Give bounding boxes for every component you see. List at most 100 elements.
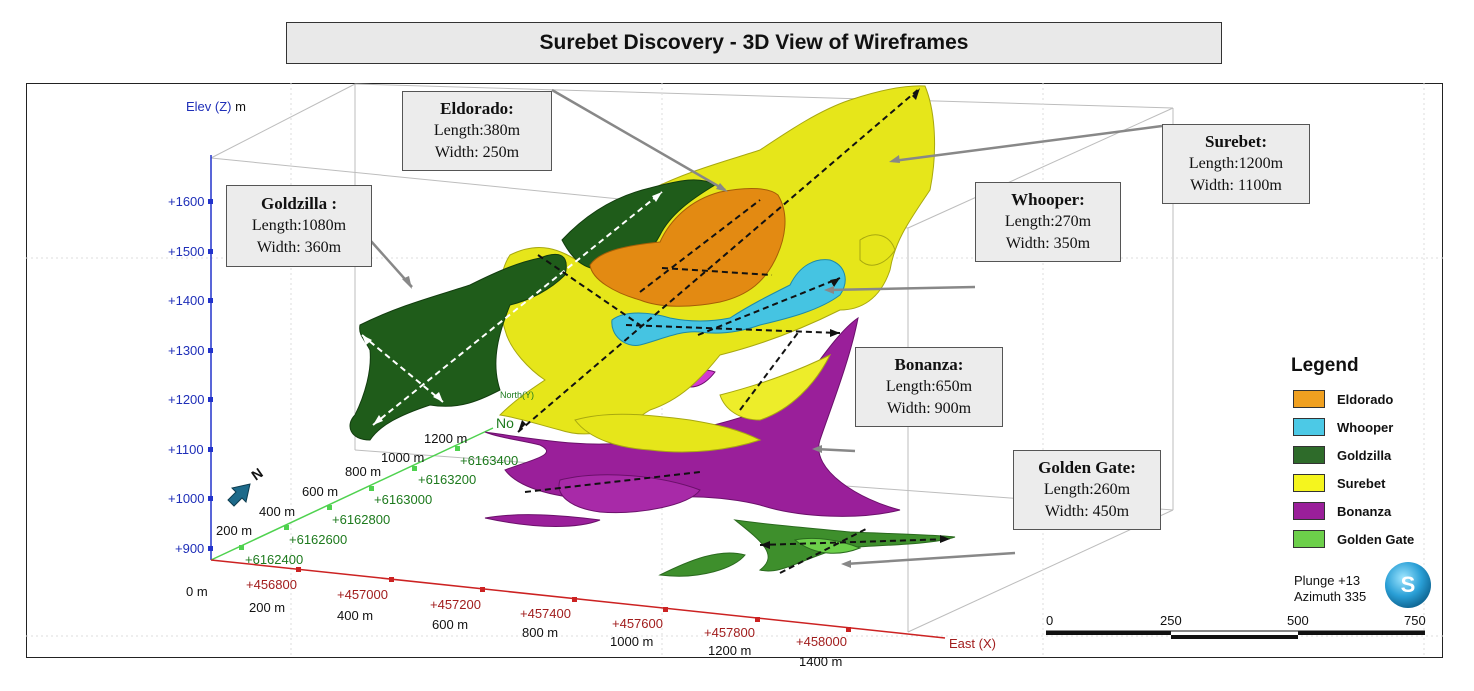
leader-heads (402, 155, 900, 568)
callout-width: Width: 360m (256, 239, 342, 256)
callout-width: Width: 450m (1044, 503, 1130, 520)
elev-tick: +900 (175, 541, 205, 556)
north-tick: +6163400 (460, 453, 519, 468)
callout-length: Length:380m (433, 122, 521, 139)
north-tick: +6163000 (374, 492, 433, 507)
goldzilla-wireframe (349, 179, 716, 441)
golden-gate-wireframe (658, 519, 956, 577)
whooper-wireframe (611, 259, 846, 346)
legend-swatch (1293, 530, 1325, 548)
scale-label: 750 (1404, 613, 1426, 628)
legend-swatch (1293, 474, 1325, 492)
legend-swatch (1293, 446, 1325, 464)
north-tick-marks (239, 446, 460, 550)
callout-length: Length:1200m (1188, 155, 1284, 172)
legend: Legend Eldorado Whooper Goldzilla Surebet Bo… (1288, 355, 1438, 553)
elev-axis-label: Elev (Z) m (186, 99, 246, 114)
surebet-callout: Surebet: Length:1200m Width: 1100m (1162, 124, 1310, 204)
callout-width: Width: 900m (886, 400, 972, 417)
plunge-label: Plunge +13 (1294, 573, 1361, 588)
origin-label: 0 m (186, 584, 208, 599)
legend-item: Bonanza (1288, 497, 1438, 525)
callout-name: Goldzilla : (260, 194, 338, 213)
elev-tick: +1200 (168, 392, 205, 407)
legend-title: Legend (1291, 355, 1359, 376)
legend-item: Golden Gate (1288, 525, 1438, 553)
legend-item: Eldorado (1288, 385, 1438, 413)
north-distance: 400 m (259, 504, 296, 519)
east-distance: 600 m (432, 617, 469, 632)
legend-swatch (1293, 390, 1325, 408)
callout-width: Width: 350m (1005, 235, 1091, 252)
legend-item: Goldzilla (1288, 441, 1438, 469)
elev-tick: +1100 (168, 442, 204, 457)
east-tick: +456800 (246, 577, 297, 592)
legend-label: Eldorado (1337, 391, 1394, 407)
view-orientation: Plunge +13 Azimuth 335 (1294, 573, 1366, 605)
elev-tick: +1400 (168, 293, 205, 308)
north-axis (210, 427, 494, 561)
north-distance: 600 m (302, 484, 339, 499)
north-axis-label: North(Y) (500, 390, 535, 400)
east-distance: 800 m (522, 625, 559, 640)
legend-label: Bonanza (1337, 503, 1392, 519)
east-axis-label: East (X) (949, 636, 996, 651)
east-tick: +457000 (337, 587, 388, 602)
east-axis (210, 559, 946, 639)
figure-title: Surebet Discovery - 3D View of Wireframe… (286, 22, 1222, 64)
azimuth-label: Azimuth 335 (1294, 589, 1367, 604)
callout-length: Length:260m (1043, 481, 1131, 498)
elev-tick: +1300 (168, 343, 205, 358)
arrow-heads (518, 88, 950, 549)
east-tick: +457800 (704, 625, 755, 640)
arrow-heads-white (362, 192, 662, 425)
east-distance: 400 m (337, 608, 374, 623)
callout-length: Length:1080m (251, 217, 347, 234)
north-tick: +6162600 (289, 532, 348, 547)
golden-gate-callout: Golden Gate: Length:260m Width: 450m (1013, 450, 1161, 530)
legend-label: Goldzilla (1337, 447, 1392, 463)
north-distance: 1200 m (424, 431, 468, 446)
bonanza-callout: Bonanza: Length:650m Width: 900m (855, 347, 1003, 427)
east-distance: 1200 m (708, 643, 752, 658)
north-tick: +6162800 (332, 512, 391, 527)
legend-swatch (1293, 502, 1325, 520)
north-axis-end-label: No (496, 415, 514, 431)
north-distance: 800 m (345, 464, 382, 479)
whooper-callout: Whooper: Length:270m Width: 350m (975, 182, 1121, 262)
callout-name: Whooper: (1011, 190, 1085, 209)
legend-label: Golden Gate (1337, 531, 1415, 547)
legend-item: Surebet (1288, 469, 1438, 497)
callout-width: Width: 1100m (1190, 177, 1282, 194)
legend-label: Whooper (1337, 419, 1394, 435)
north-tick: +6162400 (245, 552, 304, 567)
east-tick: +458000 (796, 634, 847, 649)
elev-tick: +1600 (168, 194, 205, 209)
callout-name: Eldorado: (440, 99, 514, 118)
legend-item: Whooper (1288, 413, 1438, 441)
east-tick-marks (296, 567, 851, 632)
eldorado-callout: Eldorado: Length:380m Width: 250m (402, 91, 552, 171)
north-arrow-icon (227, 483, 251, 507)
east-tick: +457200 (430, 597, 481, 612)
scale-label: 500 (1287, 613, 1309, 628)
east-distance: 1000 m (610, 634, 654, 649)
elev-tick: +1500 (168, 244, 205, 259)
scale-label: 0 (1046, 613, 1054, 628)
scale-bar (1046, 630, 1425, 639)
callout-name: Bonanza: (894, 355, 964, 374)
elev-tick-marks (208, 199, 213, 551)
legend-swatch (1293, 418, 1325, 436)
callout-length: Length:650m (885, 378, 973, 395)
scale-label: 250 (1160, 613, 1182, 628)
east-distance: 1400 m (799, 654, 843, 669)
callout-width: Width: 250m (434, 144, 520, 161)
dimension-arrows (361, 87, 951, 574)
company-logo-icon: S (1385, 562, 1431, 608)
elev-tick: +1000 (168, 491, 205, 506)
north-distance: 1000 m (381, 450, 425, 465)
east-tick: +457400 (520, 606, 571, 621)
callout-length: Length:270m (1004, 213, 1092, 230)
legend-label: Surebet (1337, 475, 1386, 491)
